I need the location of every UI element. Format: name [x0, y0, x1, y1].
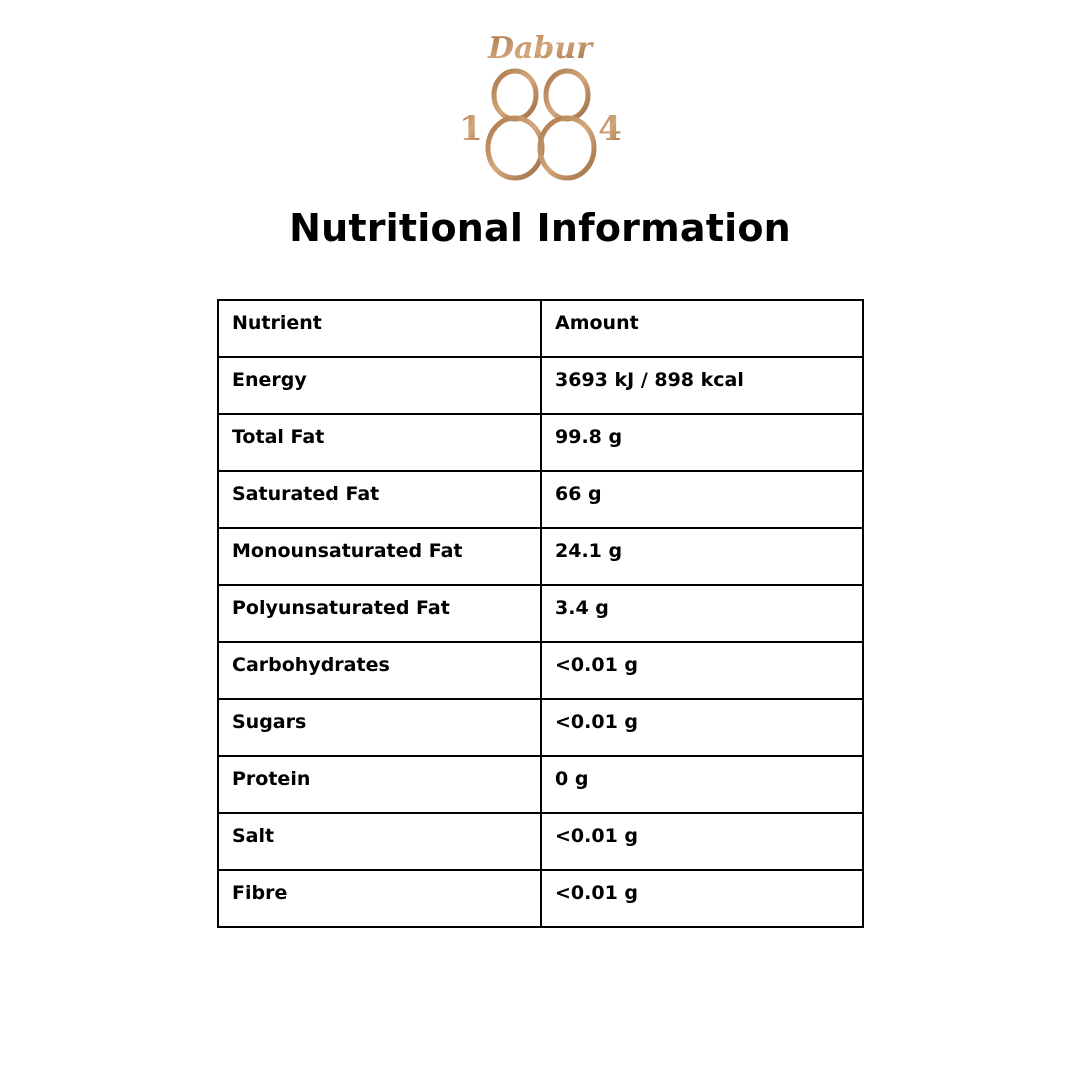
cell-amount: <0.01 g — [540, 812, 864, 871]
cell-amount: <0.01 g — [540, 641, 864, 700]
amount-text: 3693 kJ / 898 kcal — [555, 368, 744, 391]
cell-nutrient: Protein — [217, 755, 542, 814]
cell-amount: <0.01 g — [540, 698, 864, 757]
nutrient-text: Sugars — [232, 710, 307, 733]
table-row: Polyunsaturated Fat 3.4 g — [217, 584, 864, 643]
cell-nutrient: Fibre — [217, 869, 542, 928]
table-row: Sugars <0.01 g — [217, 698, 864, 757]
cell-nutrient: Energy — [217, 356, 542, 415]
cell-nutrient: Total Fat — [217, 413, 542, 472]
page-title: Nutritional Information — [289, 206, 791, 250]
nutrient-text: Carbohydrates — [232, 653, 390, 676]
amount-text: <0.01 g — [555, 824, 639, 847]
nutrient-text: Energy — [232, 368, 307, 391]
amount-text: 99.8 g — [555, 425, 623, 448]
header-amount: Amount — [540, 299, 864, 358]
amount-text: 24.1 g — [555, 539, 623, 562]
table-header-row: Nutrient Amount — [217, 299, 864, 358]
cell-amount: 24.1 g — [540, 527, 864, 586]
nutrient-text: Salt — [232, 824, 275, 847]
cell-amount: <0.01 g — [540, 869, 864, 928]
dabur-1884-logo: Dabur 1 4 — [455, 28, 625, 188]
table-row: Total Fat 99.8 g — [217, 413, 864, 472]
nutrient-text: Protein — [232, 767, 311, 790]
cell-amount: 66 g — [540, 470, 864, 529]
nutrient-text: Fibre — [232, 881, 288, 904]
table-row: Protein 0 g — [217, 755, 864, 814]
table-row: Monounsaturated Fat 24.1 g — [217, 527, 864, 586]
amount-text: 0 g — [555, 767, 589, 790]
svg-text:4: 4 — [598, 109, 622, 149]
amount-text: 3.4 g — [555, 596, 609, 619]
nutrient-text: Total Fat — [232, 425, 325, 448]
nutrition-table: Nutrient Amount Energy 3693 kJ / 898 kcal… — [217, 299, 864, 928]
cell-amount: 3693 kJ / 898 kcal — [540, 356, 864, 415]
cell-nutrient: Polyunsaturated Fat — [217, 584, 542, 643]
cell-amount: 3.4 g — [540, 584, 864, 643]
cell-amount: 0 g — [540, 755, 864, 814]
header-nutrient: Nutrient — [217, 299, 542, 358]
nutrient-text: Saturated Fat — [232, 482, 380, 505]
cell-nutrient: Salt — [217, 812, 542, 871]
cell-nutrient: Saturated Fat — [217, 470, 542, 529]
header-label: Amount — [555, 311, 639, 334]
cell-amount: 99.8 g — [540, 413, 864, 472]
table-row: Salt <0.01 g — [217, 812, 864, 871]
cell-nutrient: Sugars — [217, 698, 542, 757]
nutrient-text: Polyunsaturated Fat — [232, 596, 450, 619]
svg-text:1: 1 — [459, 109, 483, 149]
amount-text: 66 g — [555, 482, 602, 505]
cell-nutrient: Monounsaturated Fat — [217, 527, 542, 586]
table-row: Saturated Fat 66 g — [217, 470, 864, 529]
nutrient-text: Monounsaturated Fat — [232, 539, 463, 562]
table-row: Carbohydrates <0.01 g — [217, 641, 864, 700]
amount-text: <0.01 g — [555, 710, 639, 733]
amount-text: <0.01 g — [555, 653, 639, 676]
svg-text:Dabur: Dabur — [487, 31, 594, 66]
amount-text: <0.01 g — [555, 881, 639, 904]
cell-nutrient: Carbohydrates — [217, 641, 542, 700]
table-row: Fibre <0.01 g — [217, 869, 864, 928]
table-row: Energy 3693 kJ / 898 kcal — [217, 356, 864, 415]
header-label: Nutrient — [232, 311, 322, 334]
